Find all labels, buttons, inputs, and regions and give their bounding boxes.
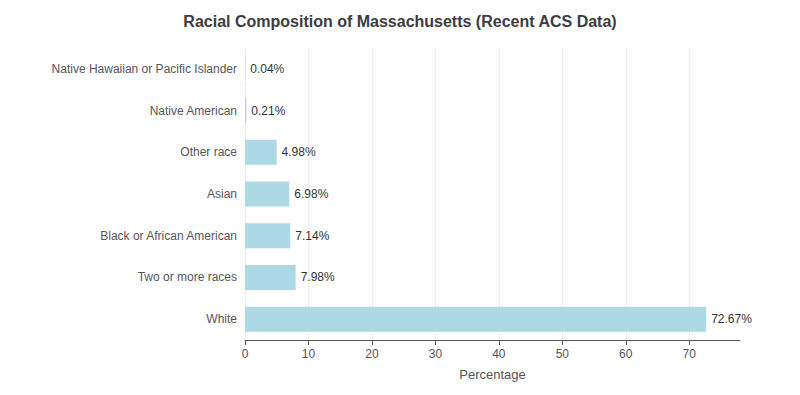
svg-text:0: 0 — [242, 347, 249, 361]
svg-text:50: 50 — [556, 347, 570, 361]
svg-text:Asian: Asian — [207, 187, 237, 201]
svg-text:Black or African American: Black or African American — [100, 229, 237, 243]
svg-text:7.98%: 7.98% — [301, 270, 335, 284]
svg-text:0.04%: 0.04% — [250, 62, 284, 76]
svg-text:Racial Composition of Massachu: Racial Composition of Massachusetts (Rec… — [183, 13, 616, 30]
svg-text:70: 70 — [683, 347, 697, 361]
svg-text:60: 60 — [619, 347, 633, 361]
svg-text:Native American: Native American — [150, 104, 237, 118]
svg-text:0.21%: 0.21% — [251, 104, 285, 118]
svg-text:White: White — [206, 312, 237, 326]
svg-text:7.14%: 7.14% — [295, 229, 329, 243]
svg-text:40: 40 — [492, 347, 506, 361]
svg-text:20: 20 — [365, 347, 379, 361]
svg-text:30: 30 — [429, 347, 443, 361]
svg-text:6.98%: 6.98% — [294, 187, 328, 201]
svg-text:Percentage: Percentage — [459, 367, 526, 382]
svg-text:Two or more races: Two or more races — [138, 270, 237, 284]
svg-text:Other race: Other race — [180, 145, 237, 159]
svg-text:4.98%: 4.98% — [282, 145, 316, 159]
svg-text:10: 10 — [302, 347, 316, 361]
svg-text:Native Hawaiian or Pacific Isl: Native Hawaiian or Pacific Islander — [52, 62, 237, 76]
svg-text:72.67%: 72.67% — [711, 312, 752, 326]
